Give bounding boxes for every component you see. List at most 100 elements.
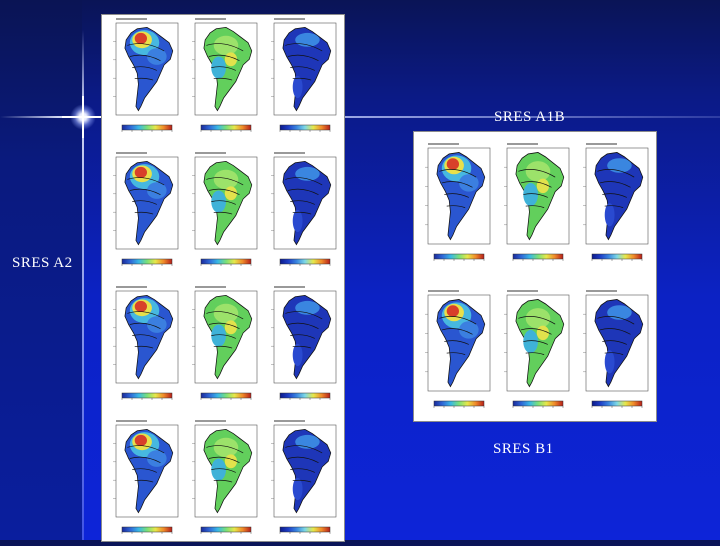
contour-line xyxy=(290,468,315,473)
contour-line xyxy=(129,456,161,463)
contour-line xyxy=(132,66,157,71)
continent xyxy=(124,428,174,514)
contour-zone xyxy=(525,308,551,329)
contour-line xyxy=(206,445,244,454)
contour-line xyxy=(292,479,312,483)
contour-zone xyxy=(211,190,226,213)
contour-line xyxy=(518,316,556,325)
contour-line xyxy=(518,169,556,178)
contour-zone xyxy=(134,32,147,45)
contour-line xyxy=(602,340,627,345)
contour-line xyxy=(129,322,161,329)
contour-zone xyxy=(295,32,320,47)
contour-line xyxy=(285,311,323,320)
contour-line xyxy=(213,479,233,483)
contour-line xyxy=(599,181,631,188)
continent-shape xyxy=(282,294,332,380)
contour-zone xyxy=(211,324,226,347)
map-figure xyxy=(425,294,491,392)
map-caption xyxy=(195,420,226,422)
contour-line xyxy=(290,334,315,339)
continent xyxy=(282,26,332,112)
contour-zone xyxy=(446,158,459,170)
continent xyxy=(436,152,486,241)
colorbar xyxy=(200,258,252,265)
map-caption xyxy=(586,143,617,145)
continent xyxy=(124,294,174,380)
label-sres-b1: SRES B1 xyxy=(493,441,554,457)
contour-zone xyxy=(224,52,238,67)
left-decor-bar xyxy=(0,0,82,540)
contour-zone xyxy=(147,48,167,65)
contour-line xyxy=(446,205,466,208)
contour-zone xyxy=(607,158,632,173)
label-sres-a1b: SRES A1B xyxy=(494,109,566,125)
contour-zone xyxy=(213,437,239,458)
contour-line xyxy=(211,334,236,339)
map-caption xyxy=(586,290,617,292)
vertical-rule xyxy=(82,30,84,540)
map-figure xyxy=(113,22,179,116)
contour-line xyxy=(211,200,236,205)
continent xyxy=(282,428,332,514)
contour-line xyxy=(597,169,635,178)
map-caption xyxy=(274,420,305,422)
continent xyxy=(124,160,174,246)
colorbar xyxy=(279,392,331,399)
contour-line xyxy=(292,77,312,81)
contour-line xyxy=(599,328,631,335)
contour-zone xyxy=(147,450,167,467)
contour-line xyxy=(208,54,240,61)
contour-line xyxy=(525,352,545,355)
map-caption xyxy=(195,286,226,288)
contour-line xyxy=(285,43,323,52)
contour-zone xyxy=(211,56,226,79)
contour-zone xyxy=(523,329,538,354)
contour-zone xyxy=(213,35,239,56)
contour-line xyxy=(446,352,466,355)
map-caption xyxy=(116,286,147,288)
continent xyxy=(594,152,644,241)
colorbar xyxy=(200,392,252,399)
contour-zone xyxy=(525,161,551,182)
map-figure xyxy=(504,294,570,392)
contour-line xyxy=(134,211,154,215)
sparkle-icon xyxy=(62,96,104,138)
contour-zone xyxy=(292,343,303,367)
contour-zone xyxy=(295,166,320,181)
contour-line xyxy=(602,193,627,198)
colorbar xyxy=(433,253,485,260)
contour-zone xyxy=(292,75,303,99)
colorbar xyxy=(121,124,173,131)
contour-line xyxy=(213,77,233,81)
colorbar xyxy=(121,392,173,399)
continent xyxy=(203,26,253,112)
horizontal-rule xyxy=(0,116,720,118)
contour-line xyxy=(287,456,319,463)
contour-line xyxy=(287,54,319,61)
map-caption xyxy=(274,152,305,154)
contour-zone xyxy=(459,174,479,192)
contour-zone xyxy=(295,300,320,315)
map-figure xyxy=(113,290,179,384)
contour-line xyxy=(134,77,154,81)
map-caption xyxy=(507,290,538,292)
contour-line xyxy=(134,345,154,349)
map-caption xyxy=(428,143,459,145)
continent xyxy=(594,299,644,388)
figure-panel-sres-a2 xyxy=(101,14,345,542)
map-caption xyxy=(116,152,147,154)
contour-zone xyxy=(604,203,615,227)
contour-line xyxy=(604,205,624,208)
contour-line xyxy=(597,316,635,325)
continent-shape xyxy=(594,299,644,388)
continent xyxy=(203,160,253,246)
continent xyxy=(436,299,486,388)
contour-line xyxy=(441,181,473,188)
contour-line xyxy=(520,328,552,335)
colorbar xyxy=(200,124,252,131)
colorbar xyxy=(279,526,331,533)
contour-line xyxy=(132,200,157,205)
map-figure xyxy=(192,424,258,518)
map-figure xyxy=(192,290,258,384)
